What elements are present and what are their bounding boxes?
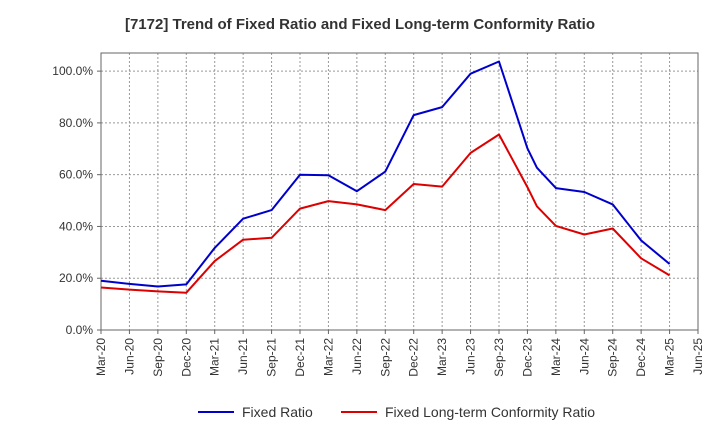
series-line-fixed-ratio xyxy=(100,60,671,288)
x-tick-label: Jun-23 xyxy=(464,338,478,375)
x-tick-label: Jun-22 xyxy=(350,338,364,375)
x-tick-label: Sep-21 xyxy=(265,338,279,377)
legend-swatch-fixed-ratio xyxy=(198,411,234,413)
legend-swatch-conformity-ratio xyxy=(341,411,377,413)
plot-area xyxy=(100,52,699,331)
x-tick-label: Dec-20 xyxy=(179,338,193,377)
y-tick-label: 80.0% xyxy=(59,116,93,130)
x-tick-label: Mar-22 xyxy=(321,338,335,376)
x-axis: Mar-20 Jun-20 Sep-20 Dec-20 Mar-21 Jun-21 Sep-… xyxy=(94,330,705,377)
x-tick-label: Dec-23 xyxy=(520,338,534,377)
x-tick-label: Mar-20 xyxy=(94,338,108,376)
x-tick-label: Dec-22 xyxy=(407,338,421,377)
legend-item-conformity-ratio: Fixed Long-term Conformity Ratio xyxy=(341,404,595,420)
x-tick-label: Mar-23 xyxy=(435,338,449,376)
legend-label: Fixed Long-term Conformity Ratio xyxy=(385,404,596,420)
grid-lines xyxy=(101,53,698,330)
chart-title: [7172] Trend of Fixed Ratio and Fixed Lo… xyxy=(124,16,596,33)
legend-item-fixed-ratio: Fixed Ratio xyxy=(198,404,313,420)
x-tick-label: Mar-24 xyxy=(549,338,563,376)
x-tick-label: Jun-21 xyxy=(236,338,250,375)
y-tick-label: 60.0% xyxy=(59,168,93,182)
x-tick-label: Jun-20 xyxy=(122,338,136,375)
y-tick-label: 40.0% xyxy=(59,219,93,233)
x-tick-label: Sep-22 xyxy=(378,338,392,377)
x-tick-label: Dec-21 xyxy=(293,338,307,377)
y-tick-label: 20.0% xyxy=(59,271,93,285)
y-axis: 0.0% 20.0% 40.0% 60.0% 80.0% 100.0% xyxy=(52,64,101,337)
x-tick-label: Dec-24 xyxy=(634,338,648,377)
x-tick-label: Sep-20 xyxy=(151,338,165,377)
x-tick-label: Sep-23 xyxy=(492,338,506,377)
series-line-conformity-ratio xyxy=(100,133,671,294)
x-tick-label: Mar-25 xyxy=(663,338,677,376)
series-lines xyxy=(100,60,671,294)
legend: Fixed Ratio Fixed Long-term Conformity R… xyxy=(0,404,720,428)
y-tick-label: 100.0% xyxy=(52,64,93,78)
x-tick-label: Jun-25 xyxy=(691,338,705,375)
x-tick-label: Sep-24 xyxy=(606,338,620,377)
x-tick-label: Jun-24 xyxy=(577,338,591,375)
x-tick-label: Mar-21 xyxy=(208,338,222,376)
y-tick-label: 0.0% xyxy=(66,323,94,337)
legend-label: Fixed Ratio xyxy=(242,404,313,420)
